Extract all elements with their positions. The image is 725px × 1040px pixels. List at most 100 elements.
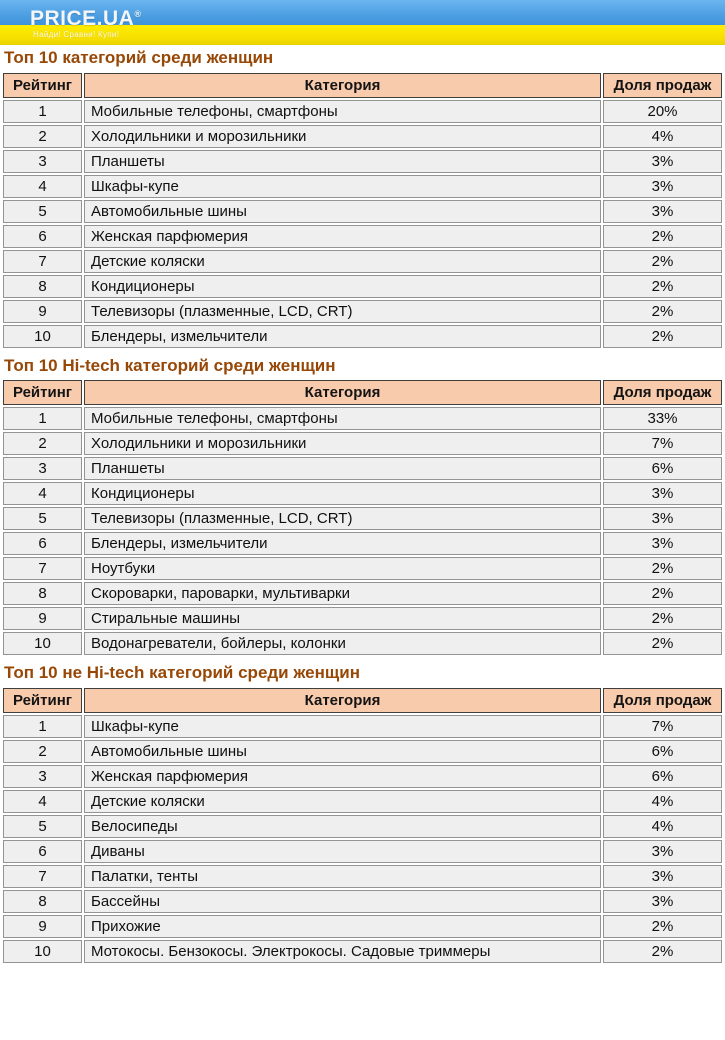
table-row: 3 Планшеты 6% xyxy=(3,457,722,481)
category-cell: Шкафы-купе xyxy=(84,714,601,738)
table-row: 5 Велосипеды 4% xyxy=(3,814,722,838)
share-cell: 3% xyxy=(603,839,722,863)
table-header-row: Рейтинг Категория Доля продаж xyxy=(3,72,722,98)
table-row: 1 Мобильные телефоны, смартфоны 33% xyxy=(3,407,722,431)
rank-cell: 1 xyxy=(3,99,82,123)
category-cell: Мобильные телефоны, смартфоны xyxy=(84,99,601,123)
table-row: 8 Кондиционеры 2% xyxy=(3,274,722,298)
share-cell: 6% xyxy=(603,457,722,481)
category-cell: Кондиционеры xyxy=(84,482,601,506)
category-cell: Ноутбуки xyxy=(84,557,601,581)
category-column-header: Категория xyxy=(84,380,601,406)
category-cell: Шкафы-купе xyxy=(84,174,601,198)
rank-cell: 9 xyxy=(3,914,82,938)
table-row: 10 Водонагреватели, бойлеры, колонки 2% xyxy=(3,632,722,656)
table-row: 8 Бассейны 3% xyxy=(3,889,722,913)
share-cell: 3% xyxy=(603,889,722,913)
top10-non-hitech-table: Рейтинг Категория Доля продаж 1 Шкафы-куп… xyxy=(1,686,724,965)
category-cell: Блендеры, измельчители xyxy=(84,532,601,556)
category-cell: Планшеты xyxy=(84,457,601,481)
share-cell: 2% xyxy=(603,914,722,938)
share-cell: 4% xyxy=(603,124,722,148)
banner-yellow-stripe xyxy=(0,25,725,45)
share-cell: 2% xyxy=(603,324,722,348)
category-cell: Планшеты xyxy=(84,149,601,173)
share-cell: 2% xyxy=(603,299,722,323)
registered-mark: ® xyxy=(134,9,142,19)
category-cell: Кондиционеры xyxy=(84,274,601,298)
share-cell: 33% xyxy=(603,407,722,431)
table-row: 5 Автомобильные шины 3% xyxy=(3,199,722,223)
table-header-row: Рейтинг Категория Доля продаж xyxy=(3,380,722,406)
category-cell: Скороварки, пароварки, мультиварки xyxy=(84,582,601,606)
share-cell: 6% xyxy=(603,764,722,788)
share-cell: 2% xyxy=(603,607,722,631)
category-cell: Велосипеды xyxy=(84,814,601,838)
rank-column-header: Рейтинг xyxy=(3,72,82,98)
table-row: 3 Планшеты 3% xyxy=(3,149,722,173)
rank-cell: 1 xyxy=(3,714,82,738)
table-row: 6 Женская парфюмерия 2% xyxy=(3,224,722,248)
share-column-header: Доля продаж xyxy=(603,687,722,713)
table-row: 2 Холодильники и морозильники 7% xyxy=(3,432,722,456)
category-cell: Женская парфюмерия xyxy=(84,764,601,788)
category-cell: Прихожие xyxy=(84,914,601,938)
share-cell: 3% xyxy=(603,482,722,506)
share-column-header: Доля продаж xyxy=(603,380,722,406)
share-cell: 4% xyxy=(603,814,722,838)
category-cell: Стиральные машины xyxy=(84,607,601,631)
rank-cell: 4 xyxy=(3,789,82,813)
price-ua-logo[interactable]: PRICE.UA® xyxy=(30,8,142,29)
table-header-row: Рейтинг Категория Доля продаж xyxy=(3,687,722,713)
category-cell: Детские коляски xyxy=(84,789,601,813)
category-cell: Телевизоры (плазменные, LCD, CRT) xyxy=(84,507,601,531)
table-row: 9 Стиральные машины 2% xyxy=(3,607,722,631)
category-cell: Холодильники и морозильники xyxy=(84,124,601,148)
category-cell: Блендеры, измельчители xyxy=(84,324,601,348)
category-cell: Женская парфюмерия xyxy=(84,224,601,248)
share-cell: 3% xyxy=(603,532,722,556)
category-column-header: Категория xyxy=(84,72,601,98)
table-row: 1 Шкафы-купе 7% xyxy=(3,714,722,738)
rank-cell: 8 xyxy=(3,274,82,298)
category-cell: Телевизоры (плазменные, LCD, CRT) xyxy=(84,299,601,323)
table-row: 9 Телевизоры (плазменные, LCD, CRT) 2% xyxy=(3,299,722,323)
category-cell: Мотокосы. Бензокосы. Электрокосы. Садовы… xyxy=(84,939,601,963)
table-title-top10-hitech: Топ 10 Hi-tech категорий среди женщин xyxy=(4,355,336,375)
table-row: 4 Кондиционеры 3% xyxy=(3,482,722,506)
table-row: 3 Женская парфюмерия 6% xyxy=(3,764,722,788)
share-cell: 2% xyxy=(603,224,722,248)
category-cell: Диваны xyxy=(84,839,601,863)
table-row: 6 Диваны 3% xyxy=(3,839,722,863)
category-cell: Автомобильные шины xyxy=(84,739,601,763)
rank-cell: 10 xyxy=(3,632,82,656)
category-column-header: Категория xyxy=(84,687,601,713)
category-cell: Холодильники и морозильники xyxy=(84,432,601,456)
rank-cell: 5 xyxy=(3,507,82,531)
rank-cell: 6 xyxy=(3,224,82,248)
logo-tagline: Найди! Сравни! Купи! xyxy=(33,30,120,39)
logo-text: PRICE.UA xyxy=(30,7,135,30)
share-cell: 2% xyxy=(603,939,722,963)
rank-column-header: Рейтинг xyxy=(3,687,82,713)
table-row: 8 Скороварки, пароварки, мультиварки 2% xyxy=(3,582,722,606)
category-cell: Автомобильные шины xyxy=(84,199,601,223)
rank-cell: 6 xyxy=(3,839,82,863)
share-cell: 2% xyxy=(603,274,722,298)
share-cell: 3% xyxy=(603,507,722,531)
rank-cell: 8 xyxy=(3,889,82,913)
rank-cell: 9 xyxy=(3,607,82,631)
rank-cell: 5 xyxy=(3,199,82,223)
rank-cell: 4 xyxy=(3,482,82,506)
rank-cell: 7 xyxy=(3,864,82,888)
rank-cell: 5 xyxy=(3,814,82,838)
share-cell: 4% xyxy=(603,789,722,813)
category-cell: Палатки, тенты xyxy=(84,864,601,888)
rank-cell: 2 xyxy=(3,124,82,148)
rank-cell: 6 xyxy=(3,532,82,556)
share-cell: 2% xyxy=(603,582,722,606)
share-cell: 2% xyxy=(603,249,722,273)
content: Топ 10 категорий среди женщин Рейтинг Ка… xyxy=(0,48,725,965)
table-row: 7 Ноутбуки 2% xyxy=(3,557,722,581)
rank-cell: 3 xyxy=(3,149,82,173)
